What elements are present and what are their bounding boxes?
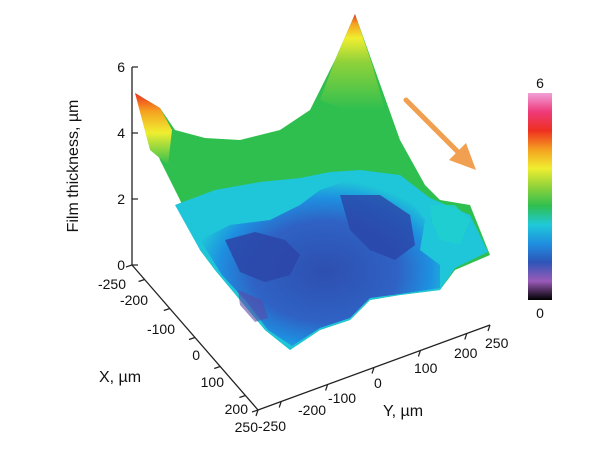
colorbar-gradient <box>528 93 552 300</box>
z-tick-label: 0 <box>117 257 125 273</box>
tick-marks <box>125 66 491 417</box>
z-axis-title: Film thickness, µm <box>65 100 82 233</box>
y-tick-label: -200 <box>298 402 326 418</box>
x-tick <box>188 336 196 341</box>
y-tick <box>487 324 491 332</box>
z-tick-label: 4 <box>117 125 125 141</box>
colorbar-max-label: 6 <box>536 75 544 91</box>
y-axis-title: Y, µm <box>383 403 423 420</box>
x-tick-label: -200 <box>120 292 148 308</box>
y-tick <box>371 367 375 374</box>
x-tick <box>163 307 170 312</box>
z-tick-label: 6 <box>117 59 125 75</box>
x-tick-label: 250 <box>235 419 259 435</box>
x-tick <box>138 278 145 283</box>
y-tick <box>278 401 282 408</box>
direction-arrow <box>403 97 476 170</box>
surface-basin-deep-1 <box>225 232 300 282</box>
z-tick-label: 2 <box>117 191 125 207</box>
surface <box>135 14 490 350</box>
surface-basin-deep-2 <box>340 195 415 260</box>
x-tick-label: 0 <box>192 347 200 363</box>
colorbar-min-label: 0 <box>536 305 544 321</box>
x-tick <box>239 394 246 399</box>
y-tick <box>255 409 259 417</box>
y-tick-label: 100 <box>414 360 438 376</box>
surface-basin-purple <box>238 290 268 322</box>
surface-cyan-highlight <box>430 205 470 245</box>
x-tick-label: -250 <box>98 276 126 292</box>
y-tick-label: 0 <box>374 375 382 391</box>
x-tick-label: 200 <box>225 401 249 417</box>
y-tick-label: -250 <box>258 418 286 434</box>
surface-peak-right <box>320 14 385 110</box>
x-tick-label: 100 <box>201 374 225 390</box>
colorbar: 6 0 <box>528 75 552 321</box>
y-tick <box>464 333 468 340</box>
y-tick-label: -100 <box>328 390 356 406</box>
x-tick <box>214 365 221 370</box>
x-axis-title: X, µm <box>99 369 141 386</box>
y-tick <box>325 384 329 391</box>
y-tick-label: 200 <box>454 345 478 361</box>
x-tick <box>251 409 259 413</box>
surface-peak-left <box>135 93 172 165</box>
y-tick-label: 250 <box>485 335 509 351</box>
x-tick-label: -100 <box>147 321 175 337</box>
y-tick <box>417 350 421 357</box>
x-tick <box>125 264 133 268</box>
